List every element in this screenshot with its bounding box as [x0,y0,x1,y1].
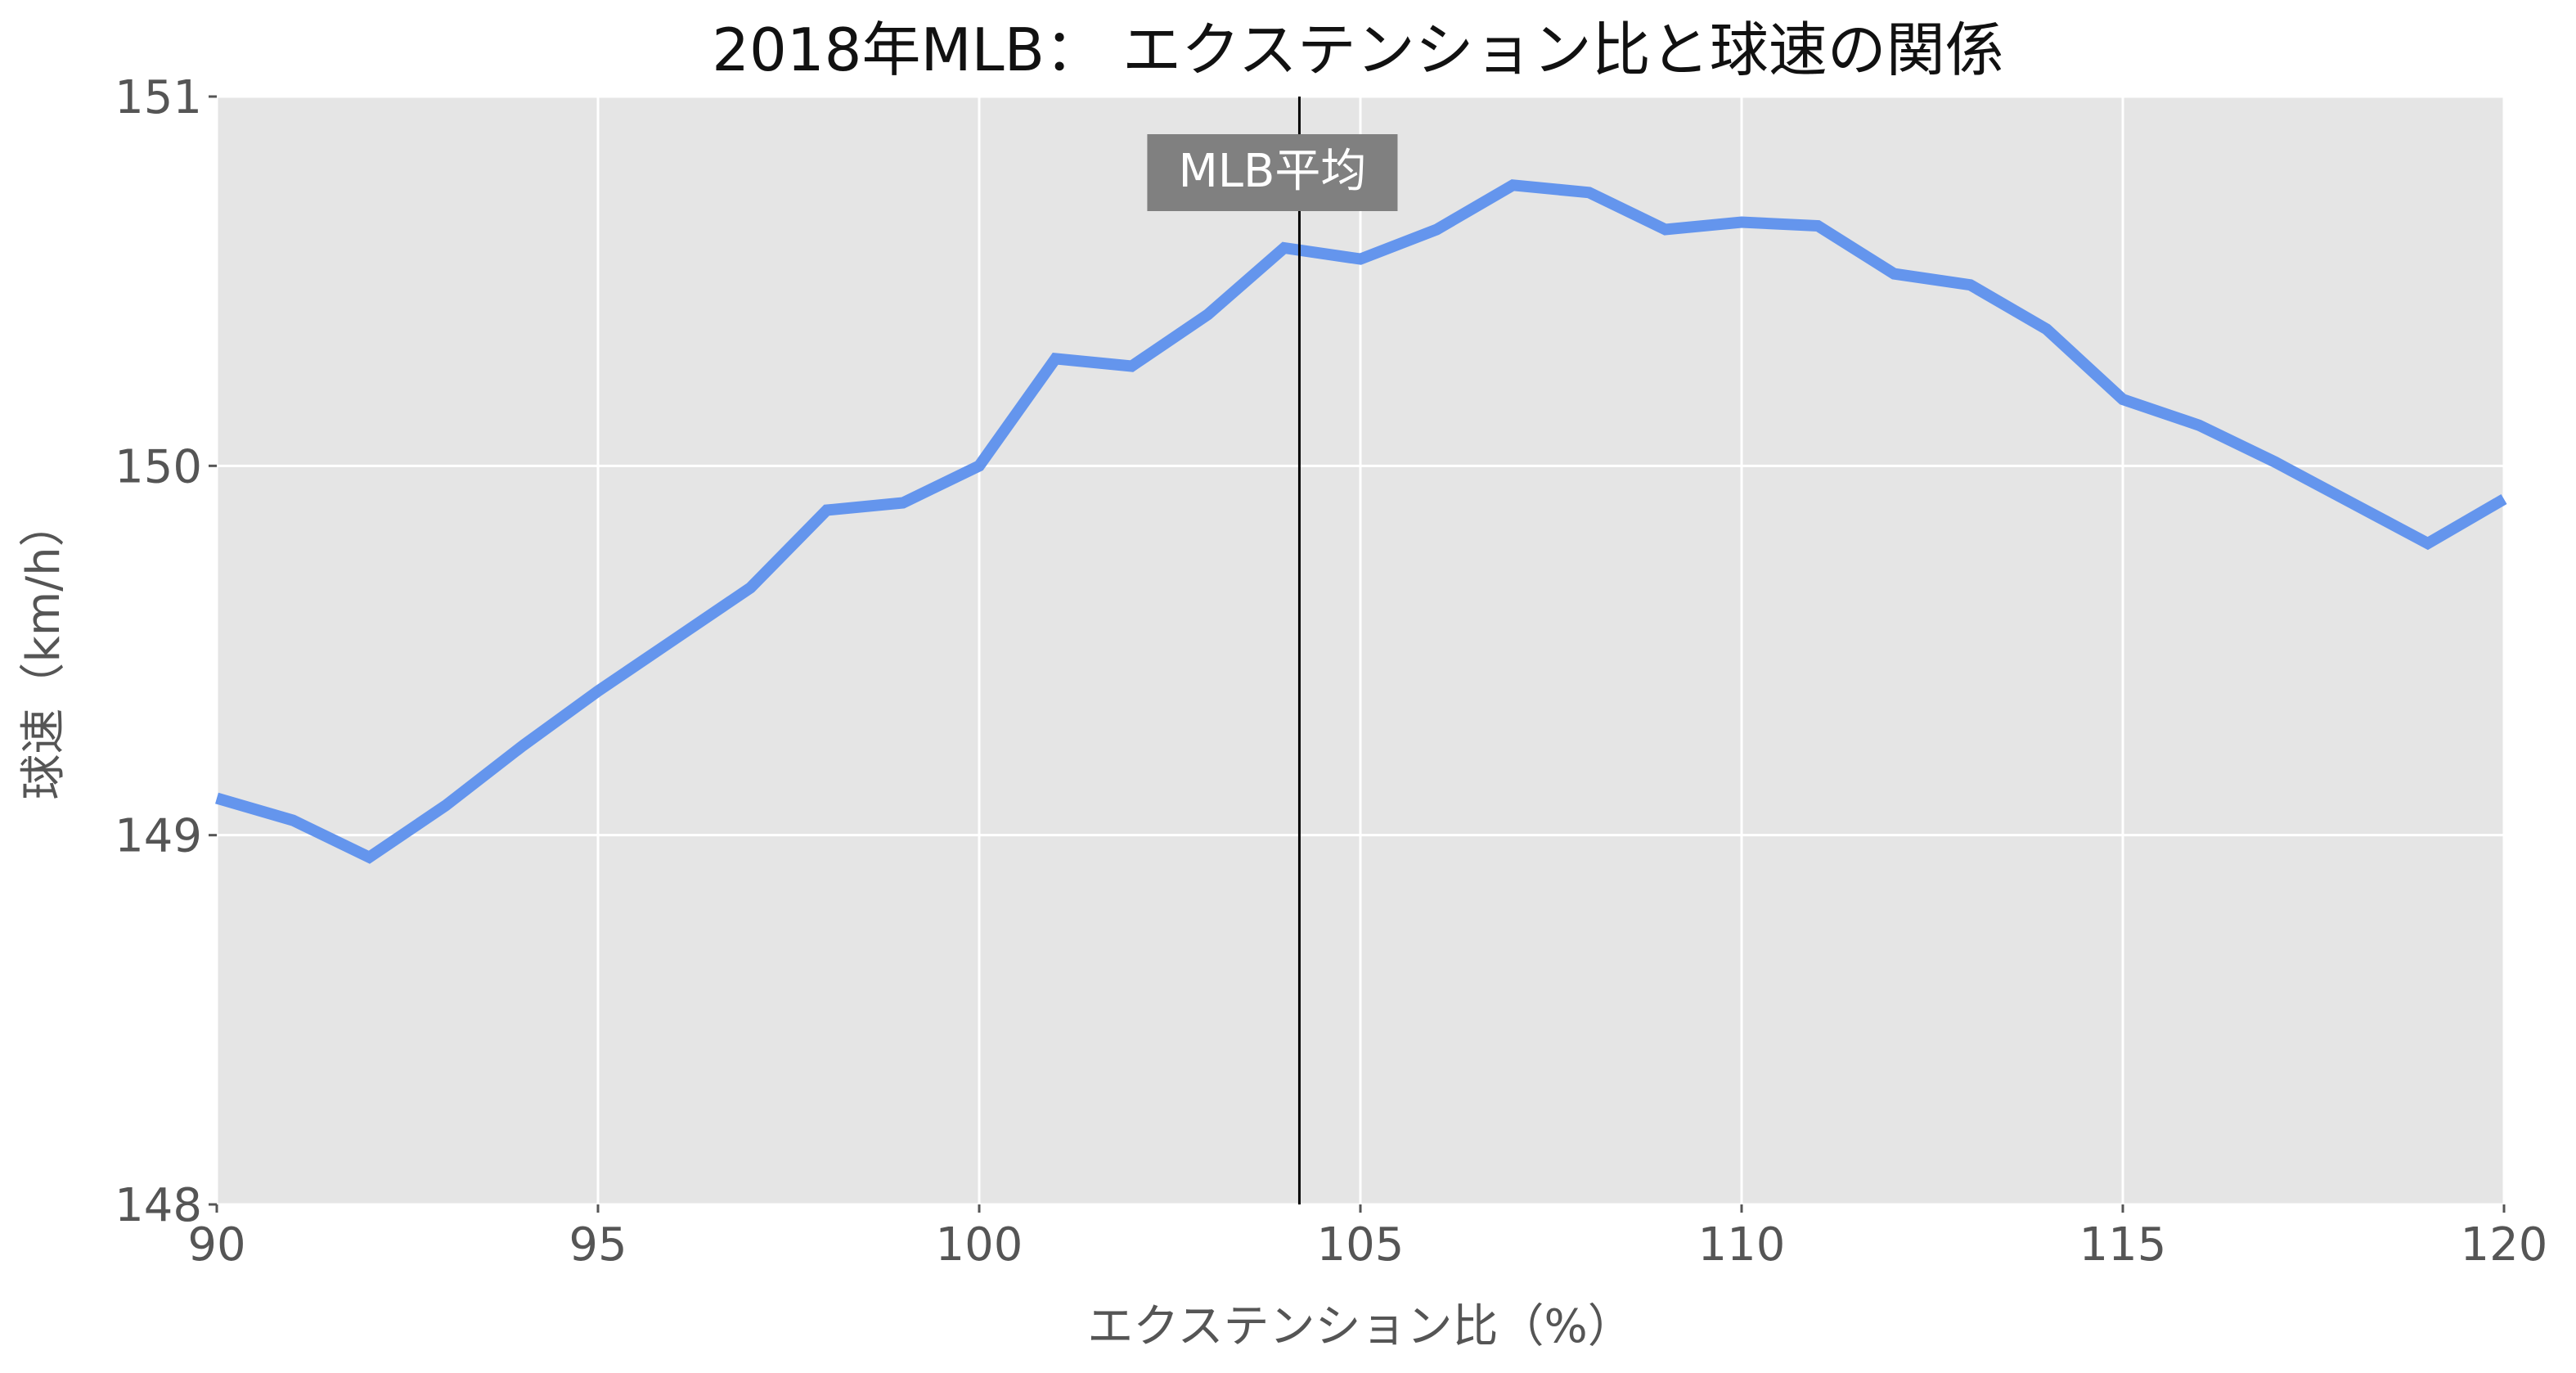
y-tick-label: 149 [115,810,202,863]
data-series [215,179,2507,864]
x-tick-label: 120 [2461,1218,2548,1272]
axis-ticks: 90 95 100 105 110 115 120 148 149 150 151 [115,71,2547,1272]
annotation-label: MLB平均 [1178,145,1366,198]
x-tick-label: 90 [187,1218,245,1272]
x-tick-label: 115 [2079,1218,2167,1272]
y-tick-label: 151 [115,71,202,124]
speed-line [215,179,2507,864]
annotation-box [1147,134,1398,211]
y-tick-label: 148 [115,1179,202,1232]
y-tick-label: 150 [115,440,202,493]
x-axis-label: エクステンション比（%） [1087,1300,1634,1353]
y-axis-label: 球速（km/h） [17,501,70,799]
x-tick-label: 110 [1698,1218,1786,1272]
mlb-average-annotation: MLB平均 [1147,134,1398,211]
x-tick-label: 100 [936,1218,1023,1272]
x-tick-label: 95 [569,1218,627,1272]
chart-title: 2018年MLB： エクステンション比と球速の関係 [712,16,2004,84]
x-tick-label: 105 [1317,1218,1405,1272]
